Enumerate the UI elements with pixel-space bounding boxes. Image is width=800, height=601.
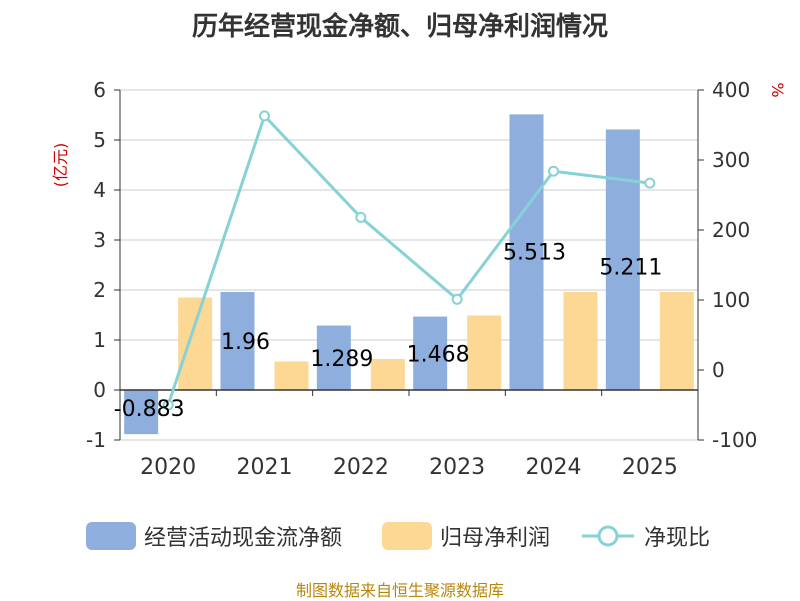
- legend-label: 归母净利润: [440, 526, 551, 551]
- ratio-line: [166, 113, 651, 406]
- legend-item-net-profit[interactable]: 归母净利润: [382, 516, 550, 556]
- cash-flow-data-label: 5.513: [503, 240, 566, 265]
- legend-swatch-net-profit: [382, 522, 432, 550]
- legend-label: 经营活动现金流净额: [144, 526, 343, 551]
- ratio-point: [451, 293, 463, 305]
- cash-flow-data-label: 1.468: [407, 342, 470, 367]
- left-tick-label: 0: [93, 378, 106, 402]
- x-tick-label: 2025: [622, 455, 678, 480]
- net-profit-bar: [563, 292, 598, 390]
- ratio-point: [259, 110, 270, 122]
- cash-flow-bar: [605, 129, 640, 390]
- chart-title: 历年经营现金净额、归母净利润情况: [191, 12, 608, 42]
- left-tick-label: 5: [93, 128, 106, 152]
- cash-flow-data-label: 1.96: [221, 330, 270, 355]
- bar-series: [124, 114, 694, 435]
- cash-flow-bar: [413, 316, 448, 390]
- right-tick-label: 400: [712, 78, 750, 102]
- x-tick-label: 2020: [140, 455, 196, 480]
- ratio-point: [355, 211, 367, 223]
- right-axis-unit: %: [768, 82, 787, 97]
- legend-swatch-cash-flow: [86, 522, 136, 550]
- ratio-line-series: [162, 110, 656, 411]
- right-tick-label: 200: [712, 218, 750, 242]
- net-profit-bar: [274, 361, 309, 390]
- legend-item-cash-flow[interactable]: 经营活动现金流净额: [86, 516, 342, 556]
- left-tick-label: 1: [93, 328, 106, 352]
- right-tick-label: 100: [712, 288, 750, 312]
- right-tick-label: -100: [712, 428, 757, 452]
- x-tick-label: 2024: [526, 455, 582, 480]
- left-tick-label: 4: [93, 178, 106, 202]
- left-axis-unit: (亿元): [51, 143, 70, 188]
- x-tick-label: 2023: [429, 455, 485, 480]
- right-tick-label: 0: [712, 358, 725, 382]
- data-source-note: 制图数据来自恒生聚源数据库: [295, 581, 504, 600]
- cash-flow-data-label: 1.289: [310, 347, 373, 372]
- left-tick-label: 3: [93, 228, 106, 252]
- left-tick-label: 2: [93, 278, 106, 302]
- left-tick-label: 6: [93, 78, 106, 102]
- x-tick-label: 2022: [333, 455, 389, 480]
- legend-item-ratio[interactable]: 净现比: [580, 516, 710, 556]
- legend-label: 净现比: [644, 526, 711, 551]
- cash-flow-data-label: -0.883: [114, 397, 185, 422]
- right-tick-label: 300: [712, 148, 750, 172]
- net-profit-bar: [467, 315, 502, 390]
- net-profit-bar: [178, 297, 213, 390]
- net-profit-bar: [370, 359, 405, 390]
- cash-flow-bar: [316, 325, 351, 390]
- data-labels: -0.883 1.96 1.289 1.468 5.513 5.211: [114, 240, 663, 422]
- legend-swatch-ratio-icon: [582, 525, 634, 547]
- ratio-point: [644, 177, 656, 189]
- ratio-point: [162, 399, 174, 411]
- axes: -1 0 1 2 3 4 5 6 -100 0 100 200 300 400 (亿元)% 2020 2021 2…: [51, 78, 787, 480]
- cash-flow-data-label: 5.211: [599, 255, 662, 280]
- grid-lines: [120, 89, 698, 441]
- ratio-point: [548, 165, 559, 177]
- cash-flow-bar: [124, 390, 159, 435]
- cash-flow-bar: [509, 114, 544, 390]
- net-profit-bar: [659, 292, 694, 390]
- x-tick-label: 2021: [237, 455, 293, 480]
- cash-flow-bar: [220, 292, 255, 390]
- left-tick-label: -1: [86, 428, 106, 452]
- legend: 经营活动现金流净额 归母净利润 净现比: [0, 516, 800, 556]
